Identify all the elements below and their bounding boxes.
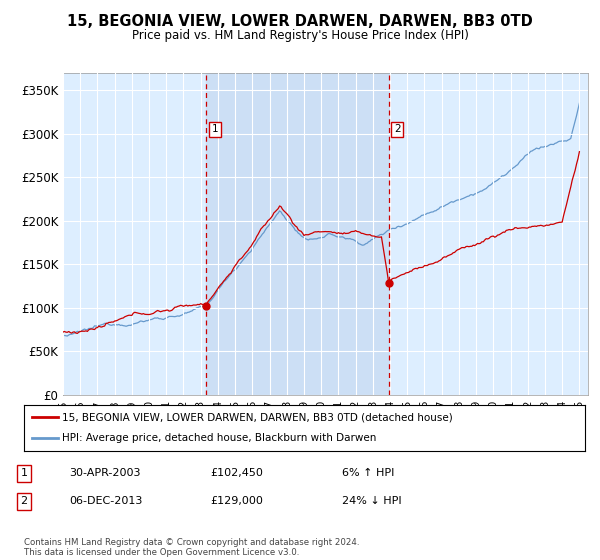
Text: HPI: Average price, detached house, Blackburn with Darwen: HPI: Average price, detached house, Blac…: [62, 433, 377, 444]
Text: 2: 2: [20, 496, 28, 506]
Bar: [206, 73, 389, 395]
Text: £102,450: £102,450: [210, 468, 263, 478]
Text: Contains HM Land Registry data © Crown copyright and database right 2024.
This d: Contains HM Land Registry data © Crown c…: [24, 538, 359, 557]
Text: 15, BEGONIA VIEW, LOWER DARWEN, DARWEN, BB3 0TD (detached house): 15, BEGONIA VIEW, LOWER DARWEN, DARWEN, …: [62, 412, 453, 422]
Text: 1: 1: [212, 124, 218, 134]
Text: £129,000: £129,000: [210, 496, 263, 506]
Text: 6% ↑ HPI: 6% ↑ HPI: [342, 468, 394, 478]
Text: 30-APR-2003: 30-APR-2003: [69, 468, 140, 478]
Text: 24% ↓ HPI: 24% ↓ HPI: [342, 496, 401, 506]
Text: 2: 2: [394, 124, 400, 134]
Text: 1: 1: [20, 468, 28, 478]
Text: 15, BEGONIA VIEW, LOWER DARWEN, DARWEN, BB3 0TD: 15, BEGONIA VIEW, LOWER DARWEN, DARWEN, …: [67, 14, 533, 29]
Text: 06-DEC-2013: 06-DEC-2013: [69, 496, 142, 506]
Text: Price paid vs. HM Land Registry's House Price Index (HPI): Price paid vs. HM Land Registry's House …: [131, 29, 469, 42]
